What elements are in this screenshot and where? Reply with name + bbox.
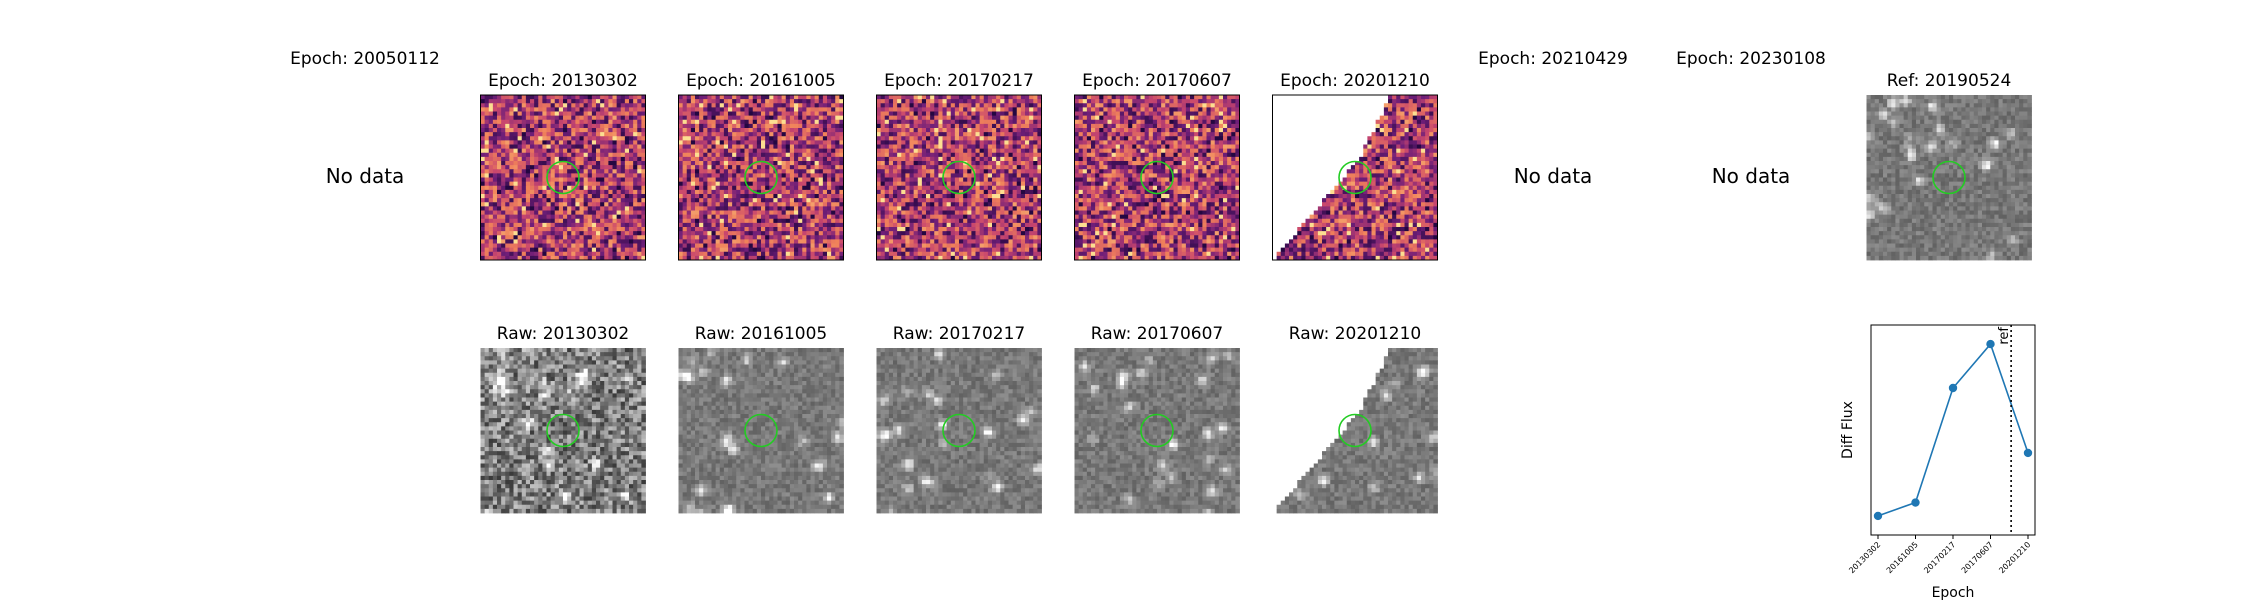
image-cutout — [480, 95, 646, 261]
epoch-panel: Epoch: 20130302 — [480, 71, 646, 261]
target-circle — [1338, 160, 1372, 195]
panel-title: Epoch: 20170217 — [884, 71, 1034, 91]
x-tick-label: 20130302 — [1847, 540, 1882, 575]
panel-title: Raw: 20170607 — [1091, 324, 1224, 344]
lightcurve-chart: Diff Flux Epoch ref 20130302 20161005 2017… — [1840, 324, 2036, 600]
epoch-panel: Ref: 20190524 — [1866, 71, 2032, 261]
flux-point — [1948, 383, 1958, 393]
epoch-panel: Epoch: 20050112 No data — [290, 49, 440, 188]
image-cutout — [678, 348, 844, 514]
target-circle — [1140, 413, 1174, 448]
lightcurve-xlabel: Epoch — [1932, 585, 1975, 600]
panel-title: Epoch: 20201210 — [1280, 71, 1430, 91]
flux-point — [1986, 339, 1995, 349]
target-circle — [546, 160, 580, 195]
no-data-label: No data — [1514, 164, 1593, 188]
panel-title: Raw: 20161005 — [695, 324, 828, 344]
x-tick-label: 20201210 — [1997, 540, 2032, 575]
raw-panel: Raw: 20161005 — [678, 324, 844, 514]
image-cutout — [1074, 348, 1240, 514]
panel-title: Epoch: 20230108 — [1676, 49, 1826, 69]
image-cutout — [1866, 95, 2032, 261]
image-cutout — [1272, 95, 1438, 261]
panel-title: Epoch: 20130302 — [488, 71, 638, 91]
epoch-panel: Epoch: 20161005 — [678, 71, 844, 261]
no-data-label: No data — [1712, 164, 1791, 188]
epoch-panel: Epoch: 20230108 No data — [1676, 49, 1826, 188]
image-cutout — [876, 348, 1042, 514]
raw-panel: Raw: 20130302 — [480, 324, 646, 514]
raw-panel: Raw: 20170607 — [1074, 324, 1240, 514]
target-circle — [546, 413, 580, 448]
image-cutout — [480, 348, 646, 514]
image-cutout — [876, 95, 1042, 261]
target-circle — [1338, 413, 1372, 448]
panel-title: Raw: 20201210 — [1289, 324, 1422, 344]
epoch-panel: Epoch: 20201210 — [1272, 71, 1438, 261]
epoch-panel: Epoch: 20210429 No data — [1478, 49, 1628, 188]
panel-title: Raw: 20130302 — [497, 324, 630, 344]
image-cutout — [1272, 348, 1438, 514]
panel-title: Epoch: 20050112 — [290, 49, 440, 69]
target-circle — [1932, 160, 1966, 195]
image-cutout — [1074, 95, 1240, 261]
flux-point — [2023, 448, 2033, 458]
panel-title: Epoch: 20161005 — [686, 71, 836, 91]
lightcurve-ref-label: ref — [1997, 327, 2012, 345]
target-circle — [942, 160, 976, 195]
panel-title: Epoch: 20210429 — [1478, 49, 1628, 69]
raw-row: Raw: 20130302 Raw: 20161005 Raw: 20170217 R… — [480, 324, 1438, 514]
lightcurve-ylabel: Diff Flux — [1840, 401, 1856, 459]
image-cutout — [678, 95, 844, 261]
no-data-label: No data — [326, 164, 405, 188]
flux-point — [1911, 498, 1920, 507]
target-circle — [744, 413, 778, 448]
panel-title: Epoch: 20170607 — [1082, 71, 1232, 91]
epoch-panel: Epoch: 20170607 — [1074, 71, 1240, 261]
image-frame — [1074, 94, 1240, 261]
epoch-panel: Epoch: 20170217 — [876, 71, 1042, 261]
panel-title: Ref: 20190524 — [1887, 71, 2012, 91]
lightcurve-axes-frame — [1870, 324, 2036, 536]
image-frame — [876, 94, 1042, 261]
target-circle — [744, 160, 778, 195]
raw-panel: Raw: 20201210 — [1272, 324, 1438, 514]
epoch-row: Epoch: 20050112 No data Epoch: 20130302 Epo… — [290, 49, 2032, 261]
target-circle — [942, 413, 976, 448]
image-frame — [678, 94, 844, 261]
flux-point — [1873, 511, 1883, 521]
x-tick-label: 20170217 — [1922, 540, 1957, 575]
image-frame — [1272, 94, 1438, 261]
target-circle — [1140, 160, 1174, 195]
raw-panel: Raw: 20170217 — [876, 324, 1042, 514]
x-tick-label: 20170607 — [1960, 540, 1995, 575]
x-tick-label: 20161005 — [1885, 540, 1920, 575]
panel-title: Raw: 20170217 — [893, 324, 1026, 344]
image-frame — [480, 94, 646, 261]
